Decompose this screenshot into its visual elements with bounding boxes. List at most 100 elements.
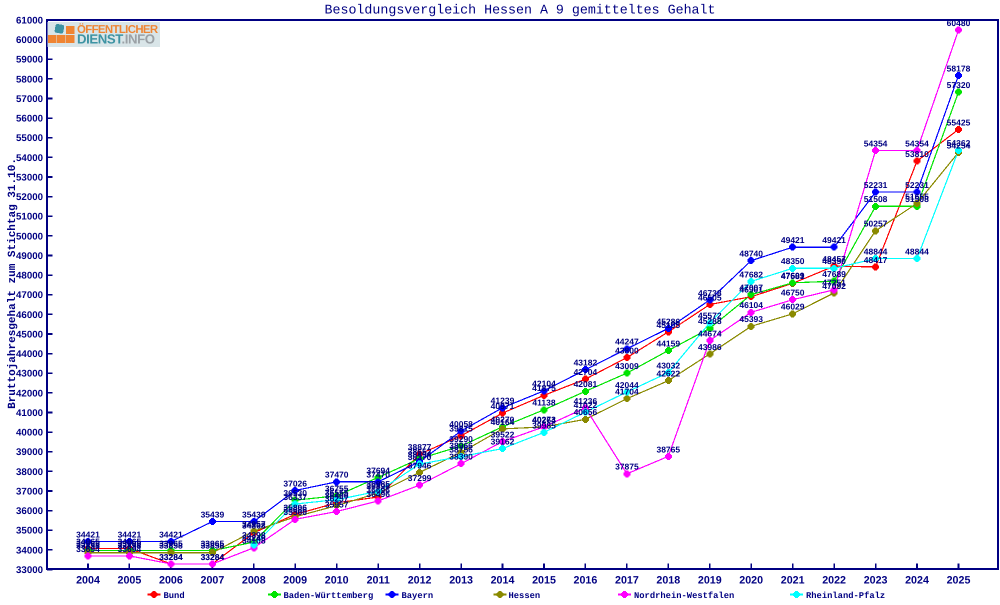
- svg-text:47689: 47689: [822, 269, 846, 279]
- svg-text:53000: 53000: [16, 172, 43, 183]
- svg-text:49421: 49421: [822, 235, 846, 245]
- svg-text:DIENST.INFO: DIENST.INFO: [77, 32, 155, 47]
- svg-text:46505: 46505: [698, 292, 722, 302]
- svg-text:40264: 40264: [532, 415, 556, 425]
- svg-text:50000: 50000: [16, 231, 43, 242]
- svg-text:56000: 56000: [16, 114, 43, 125]
- svg-text:2006: 2006: [159, 575, 183, 587]
- svg-text:33694: 33694: [76, 544, 100, 554]
- svg-text:54354: 54354: [864, 138, 888, 148]
- svg-text:34108: 34108: [242, 536, 266, 546]
- svg-text:2021: 2021: [781, 575, 805, 587]
- svg-text:2011: 2011: [367, 575, 390, 587]
- svg-text:41239: 41239: [491, 396, 515, 406]
- svg-text:47092: 47092: [822, 281, 846, 291]
- svg-text:33965: 33965: [201, 539, 225, 549]
- svg-text:45288: 45288: [698, 316, 722, 326]
- svg-text:40000: 40000: [16, 428, 43, 439]
- svg-text:46029: 46029: [781, 302, 805, 312]
- svg-text:2016: 2016: [574, 575, 598, 587]
- svg-text:55000: 55000: [16, 133, 43, 144]
- svg-text:Bayern: Bayern: [402, 591, 434, 600]
- svg-text:37026: 37026: [283, 478, 307, 488]
- svg-text:43986: 43986: [698, 342, 722, 352]
- svg-text:47251: 47251: [822, 278, 846, 288]
- svg-text:43032: 43032: [656, 361, 680, 371]
- svg-text:36985: 36985: [366, 479, 390, 489]
- svg-text:59000: 59000: [16, 55, 43, 66]
- svg-text:52231: 52231: [864, 180, 888, 190]
- svg-text:Hessen: Hessen: [509, 591, 541, 600]
- svg-text:44000: 44000: [16, 349, 43, 360]
- svg-text:33858: 33858: [159, 541, 183, 551]
- svg-text:34957: 34957: [242, 519, 266, 529]
- svg-text:35957: 35957: [325, 499, 349, 509]
- svg-text:38370: 38370: [408, 452, 432, 462]
- svg-text:36755: 36755: [325, 484, 349, 494]
- svg-text:2009: 2009: [283, 575, 307, 587]
- svg-text:48000: 48000: [16, 271, 43, 282]
- svg-text:Baden-Württemberg: Baden-Württemberg: [284, 591, 374, 600]
- svg-text:34065: 34065: [118, 537, 142, 547]
- svg-text:61000: 61000: [16, 15, 43, 26]
- svg-text:41138: 41138: [532, 398, 555, 408]
- svg-text:44159: 44159: [656, 338, 680, 348]
- svg-text:Bund: Bund: [164, 591, 185, 600]
- svg-text:44247: 44247: [615, 337, 639, 347]
- svg-text:34065: 34065: [76, 537, 100, 547]
- svg-text:48844: 48844: [905, 247, 929, 257]
- svg-text:42081: 42081: [574, 379, 598, 389]
- svg-text:39290: 39290: [449, 434, 473, 444]
- svg-text:45572: 45572: [698, 311, 722, 321]
- svg-text:36696: 36696: [366, 485, 390, 495]
- svg-text:35806: 35806: [283, 502, 307, 512]
- svg-text:42044: 42044: [615, 380, 639, 390]
- svg-text:2019: 2019: [698, 575, 722, 587]
- svg-text:40164: 40164: [491, 417, 515, 427]
- svg-text:58000: 58000: [16, 74, 43, 85]
- svg-text:43182: 43182: [574, 358, 598, 368]
- svg-text:39985: 39985: [532, 420, 556, 430]
- svg-text:47682: 47682: [739, 269, 763, 279]
- svg-text:40270: 40270: [491, 415, 515, 425]
- svg-text:2008: 2008: [242, 575, 266, 587]
- svg-text:35439: 35439: [201, 510, 225, 520]
- svg-text:2017: 2017: [615, 575, 639, 587]
- svg-text:36337: 36337: [283, 492, 307, 502]
- svg-text:34000: 34000: [16, 545, 43, 556]
- svg-text:2020: 2020: [739, 575, 763, 587]
- svg-text:2004: 2004: [76, 575, 100, 587]
- svg-text:38390: 38390: [449, 452, 473, 462]
- svg-text:33965: 33965: [118, 539, 142, 549]
- svg-text:35439: 35439: [242, 510, 266, 520]
- svg-text:44674: 44674: [698, 328, 722, 338]
- svg-text:41236: 41236: [574, 396, 598, 406]
- svg-text:2014: 2014: [491, 575, 515, 587]
- svg-text:46000: 46000: [16, 310, 43, 321]
- svg-text:37946: 37946: [408, 460, 432, 470]
- svg-text:50257: 50257: [864, 219, 888, 229]
- svg-text:48350: 48350: [781, 256, 805, 266]
- svg-text:43000: 43000: [16, 369, 43, 380]
- svg-text:38877: 38877: [408, 442, 432, 452]
- svg-text:47000: 47000: [16, 290, 43, 301]
- svg-text:33694: 33694: [118, 544, 142, 554]
- svg-text:46104: 46104: [739, 300, 763, 310]
- svg-text:2010: 2010: [325, 575, 349, 587]
- svg-text:51508: 51508: [864, 194, 888, 204]
- svg-text:54000: 54000: [16, 153, 43, 164]
- svg-text:35000: 35000: [16, 526, 43, 537]
- svg-text:2018: 2018: [656, 575, 680, 587]
- svg-text:Besoldungsvergleich Hessen A 9: Besoldungsvergleich Hessen A 9 gemittelt…: [325, 3, 716, 18]
- svg-text:2023: 2023: [864, 575, 888, 587]
- svg-text:2007: 2007: [201, 575, 225, 587]
- svg-text:47007: 47007: [739, 283, 763, 293]
- svg-text:37694: 37694: [366, 465, 390, 475]
- svg-text:2022: 2022: [822, 575, 846, 587]
- svg-text:60480: 60480: [947, 18, 971, 28]
- svg-text:2005: 2005: [118, 575, 142, 587]
- svg-text:34398: 34398: [242, 530, 266, 540]
- svg-text:39522: 39522: [491, 429, 515, 439]
- svg-text:45393: 45393: [739, 314, 763, 324]
- svg-text:36896: 36896: [366, 481, 390, 491]
